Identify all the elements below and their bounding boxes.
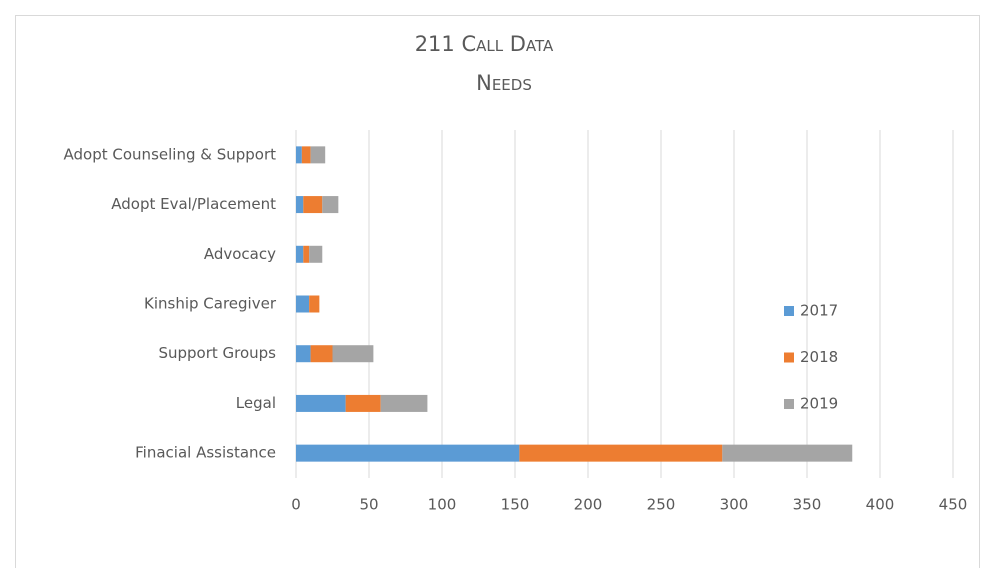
y-tick-label: Legal bbox=[236, 394, 276, 412]
y-tick-label: Adopt Counseling & Support bbox=[64, 145, 277, 163]
y-tick-label: Adopt Eval/Placement bbox=[111, 195, 276, 213]
x-tick-label: 300 bbox=[720, 496, 749, 514]
legend-swatch bbox=[784, 399, 794, 409]
bar-segment bbox=[332, 345, 374, 363]
bar-segment bbox=[519, 444, 723, 462]
bar-segment bbox=[722, 444, 853, 462]
chart-title: 211 Call Data bbox=[415, 32, 554, 56]
bar-segment bbox=[310, 345, 333, 363]
legend-swatch bbox=[784, 306, 794, 316]
chart-frame bbox=[15, 15, 980, 568]
bar-segment bbox=[301, 146, 311, 164]
bar-segment bbox=[296, 295, 310, 313]
chart-subtitle: Needs bbox=[476, 71, 532, 95]
bar-segment bbox=[380, 394, 428, 412]
legend-label: 2017 bbox=[800, 302, 838, 320]
y-tick-label: Support Groups bbox=[158, 344, 276, 362]
bar-segment bbox=[309, 245, 323, 263]
bar-segment bbox=[296, 146, 302, 164]
x-tick-label: 150 bbox=[501, 496, 530, 514]
bar-segment bbox=[310, 146, 326, 164]
bar-segment bbox=[303, 245, 310, 263]
bar-segment bbox=[296, 245, 304, 263]
bar-segment bbox=[296, 444, 520, 462]
bar-segment bbox=[303, 196, 323, 214]
y-tick-label: Kinship Caregiver bbox=[144, 295, 277, 313]
x-tick-label: 200 bbox=[574, 496, 603, 514]
legend-swatch bbox=[784, 352, 794, 363]
x-tick-label: 0 bbox=[291, 496, 301, 514]
x-tick-label: 400 bbox=[866, 496, 895, 514]
x-tick-label: 350 bbox=[793, 496, 822, 514]
bar-segment bbox=[322, 196, 339, 214]
x-tick-label: 50 bbox=[359, 496, 378, 514]
y-tick-label: Finacial Assistance bbox=[135, 444, 276, 462]
legend-label: 2018 bbox=[800, 348, 838, 366]
bar-segment bbox=[345, 394, 381, 412]
x-tick-label: 100 bbox=[428, 496, 457, 514]
bar-segment bbox=[309, 295, 320, 313]
legend-label: 2019 bbox=[800, 395, 838, 413]
bar-segment bbox=[296, 196, 304, 214]
y-tick-label: Advocacy bbox=[204, 245, 276, 263]
x-tick-label: 250 bbox=[647, 496, 676, 514]
bar-segment bbox=[296, 345, 311, 363]
x-tick-label: 450 bbox=[939, 496, 968, 514]
bar-segment bbox=[296, 394, 346, 412]
